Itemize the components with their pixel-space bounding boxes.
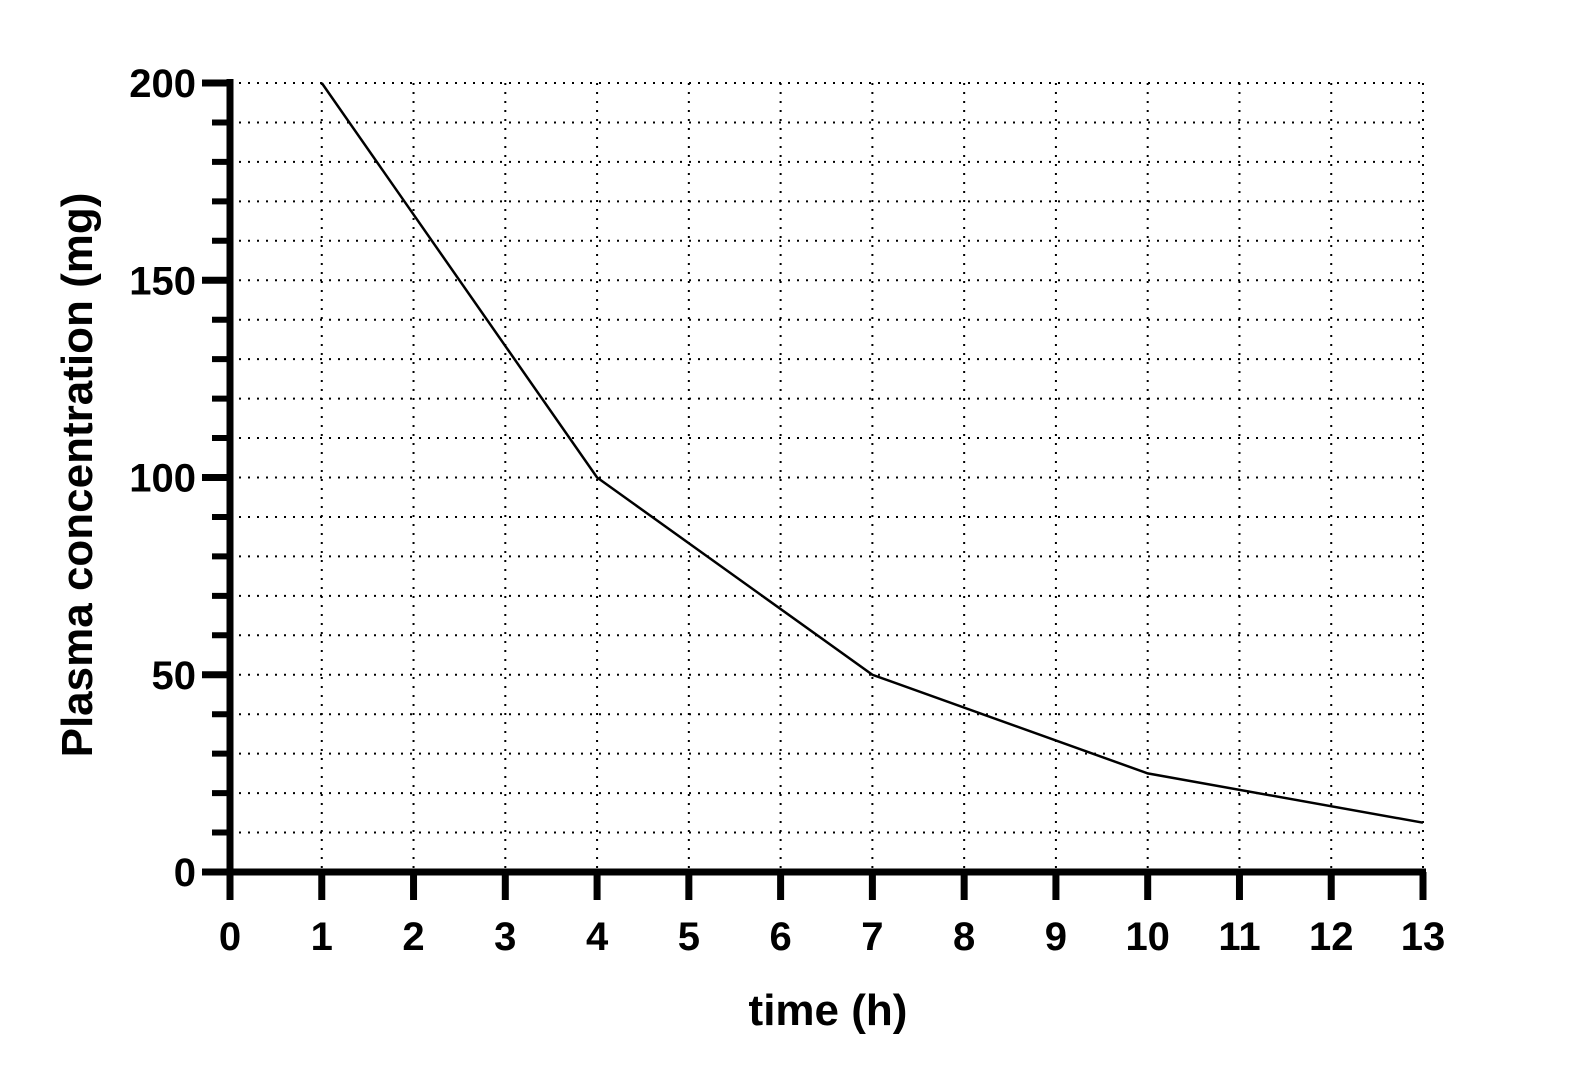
y-tick-label: 200 — [129, 62, 196, 106]
x-axis-title: time (h) — [749, 986, 908, 1035]
y-tick-label: 50 — [152, 654, 197, 698]
x-tick-label: 0 — [219, 915, 241, 959]
grid — [230, 82, 1424, 872]
x-tick-label: 6 — [769, 915, 791, 959]
axes — [226, 79, 1426, 876]
series-layer — [320, 82, 1424, 824]
x-tick-label: 7 — [861, 915, 883, 959]
x-tick-label: 4 — [586, 915, 609, 959]
x-tick-label: 11 — [1218, 915, 1260, 959]
y-tick-label: 150 — [129, 259, 196, 303]
x-tick-label: 2 — [402, 915, 424, 959]
ticks — [202, 79, 1427, 900]
y-tick-label: 100 — [129, 457, 196, 501]
x-tick-label: 12 — [1309, 915, 1354, 959]
series-line — [320, 82, 1424, 824]
x-tick-label: 9 — [1045, 915, 1067, 959]
x-tick-label: 8 — [953, 915, 975, 959]
x-tick-label: 1 — [311, 915, 333, 959]
x-tick-label: 3 — [494, 915, 516, 959]
y-tick-label: 0 — [174, 851, 196, 895]
y-axis-title: Plasma concentration (mg) — [53, 193, 102, 758]
x-tick-label: 10 — [1125, 915, 1170, 959]
x-tick-label: 5 — [678, 915, 700, 959]
x-tick-label: 13 — [1401, 915, 1446, 959]
